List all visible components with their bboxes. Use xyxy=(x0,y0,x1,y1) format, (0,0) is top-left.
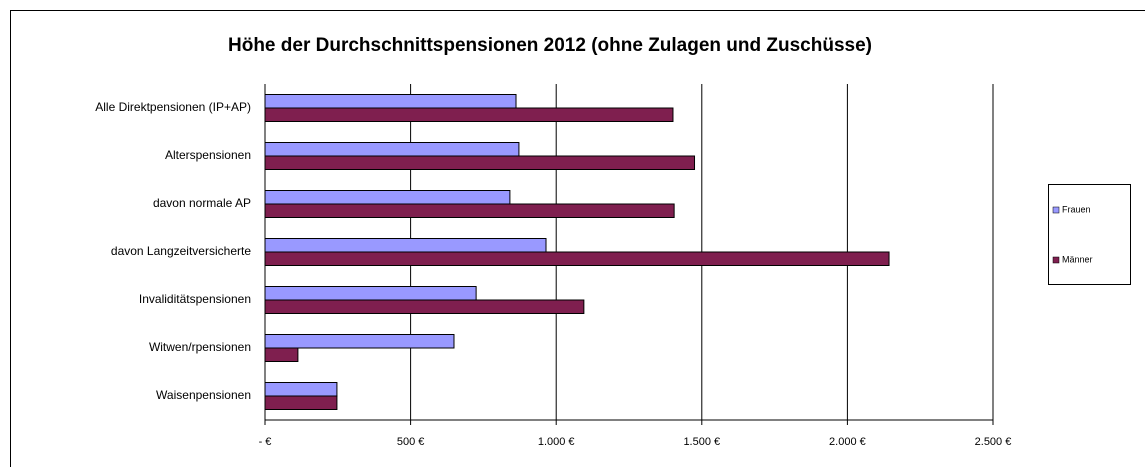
y-tick-label: davon normale AP xyxy=(153,196,251,210)
y-tick-label: Waisenpensionen xyxy=(156,388,251,402)
y-tick-label: Witwen/rpensionen xyxy=(149,340,251,354)
bar xyxy=(264,395,338,410)
y-tick-label: Alterspensionen xyxy=(165,148,251,162)
bar xyxy=(264,203,675,218)
x-tick-label: 1.000 € xyxy=(538,436,575,448)
bar xyxy=(264,190,511,205)
y-tick-label: davon Langzeitversicherte xyxy=(111,244,251,258)
x-tick-label: 2.000 € xyxy=(829,436,866,448)
bar xyxy=(264,286,477,301)
legend-label: Frauen xyxy=(1062,204,1091,214)
x-tick-label: 500 € xyxy=(397,436,425,448)
legend-swatch xyxy=(1052,206,1060,214)
legend-box xyxy=(1048,184,1131,285)
bar xyxy=(264,347,299,362)
x-tick-label: 2.500 € xyxy=(975,436,1012,448)
bar xyxy=(264,299,585,314)
legend-swatch xyxy=(1052,256,1060,264)
bar xyxy=(264,382,338,397)
x-tick-label: 1.500 € xyxy=(683,436,720,448)
bar xyxy=(264,251,890,266)
bar xyxy=(264,155,696,170)
chart-title: Höhe der Durchschnittspensionen 2012 (oh… xyxy=(228,35,872,56)
y-tick-label: Invaliditätspensionen xyxy=(139,292,251,306)
bar xyxy=(264,334,455,349)
x-tick-label: - € xyxy=(259,436,272,448)
legend-label: Männer xyxy=(1062,254,1093,264)
bar xyxy=(264,142,520,157)
bar xyxy=(264,238,547,253)
bar xyxy=(264,94,517,109)
y-tick-label: Alle Direktpensionen (IP+AP) xyxy=(95,100,251,114)
bar xyxy=(264,107,674,122)
